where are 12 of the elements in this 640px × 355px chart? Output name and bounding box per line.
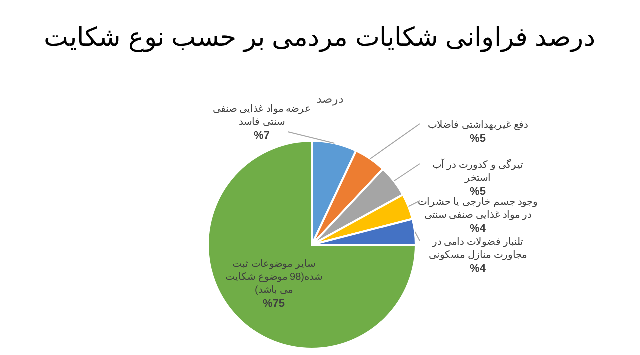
subtitle: درصد [316,92,344,106]
slice-label: وجود جسم خارجی یا حشرات در مواد غذایی صنفی سنتی [418,197,538,221]
data-label: %5 [470,186,486,198]
data-label: %4 [470,263,487,275]
data-label: %5 [470,133,486,145]
title: درصد فراوانی شکایات مردمی بر حسب نوع شکایت [44,22,596,52]
slice-label: دفع غیربهداشتی فاضلاب [428,120,528,131]
legend-label: تیرگی و کدورت در آب استخر [432,158,524,184]
slice-label: عرضه مواد غذایی صنفی سنتی فاسد [212,104,312,128]
slice-label: تلنبار فضولات دامی در مجاورت منازل مسکونی [429,237,527,261]
data-label: %7 [254,130,270,142]
data-label: %4 [470,223,487,235]
